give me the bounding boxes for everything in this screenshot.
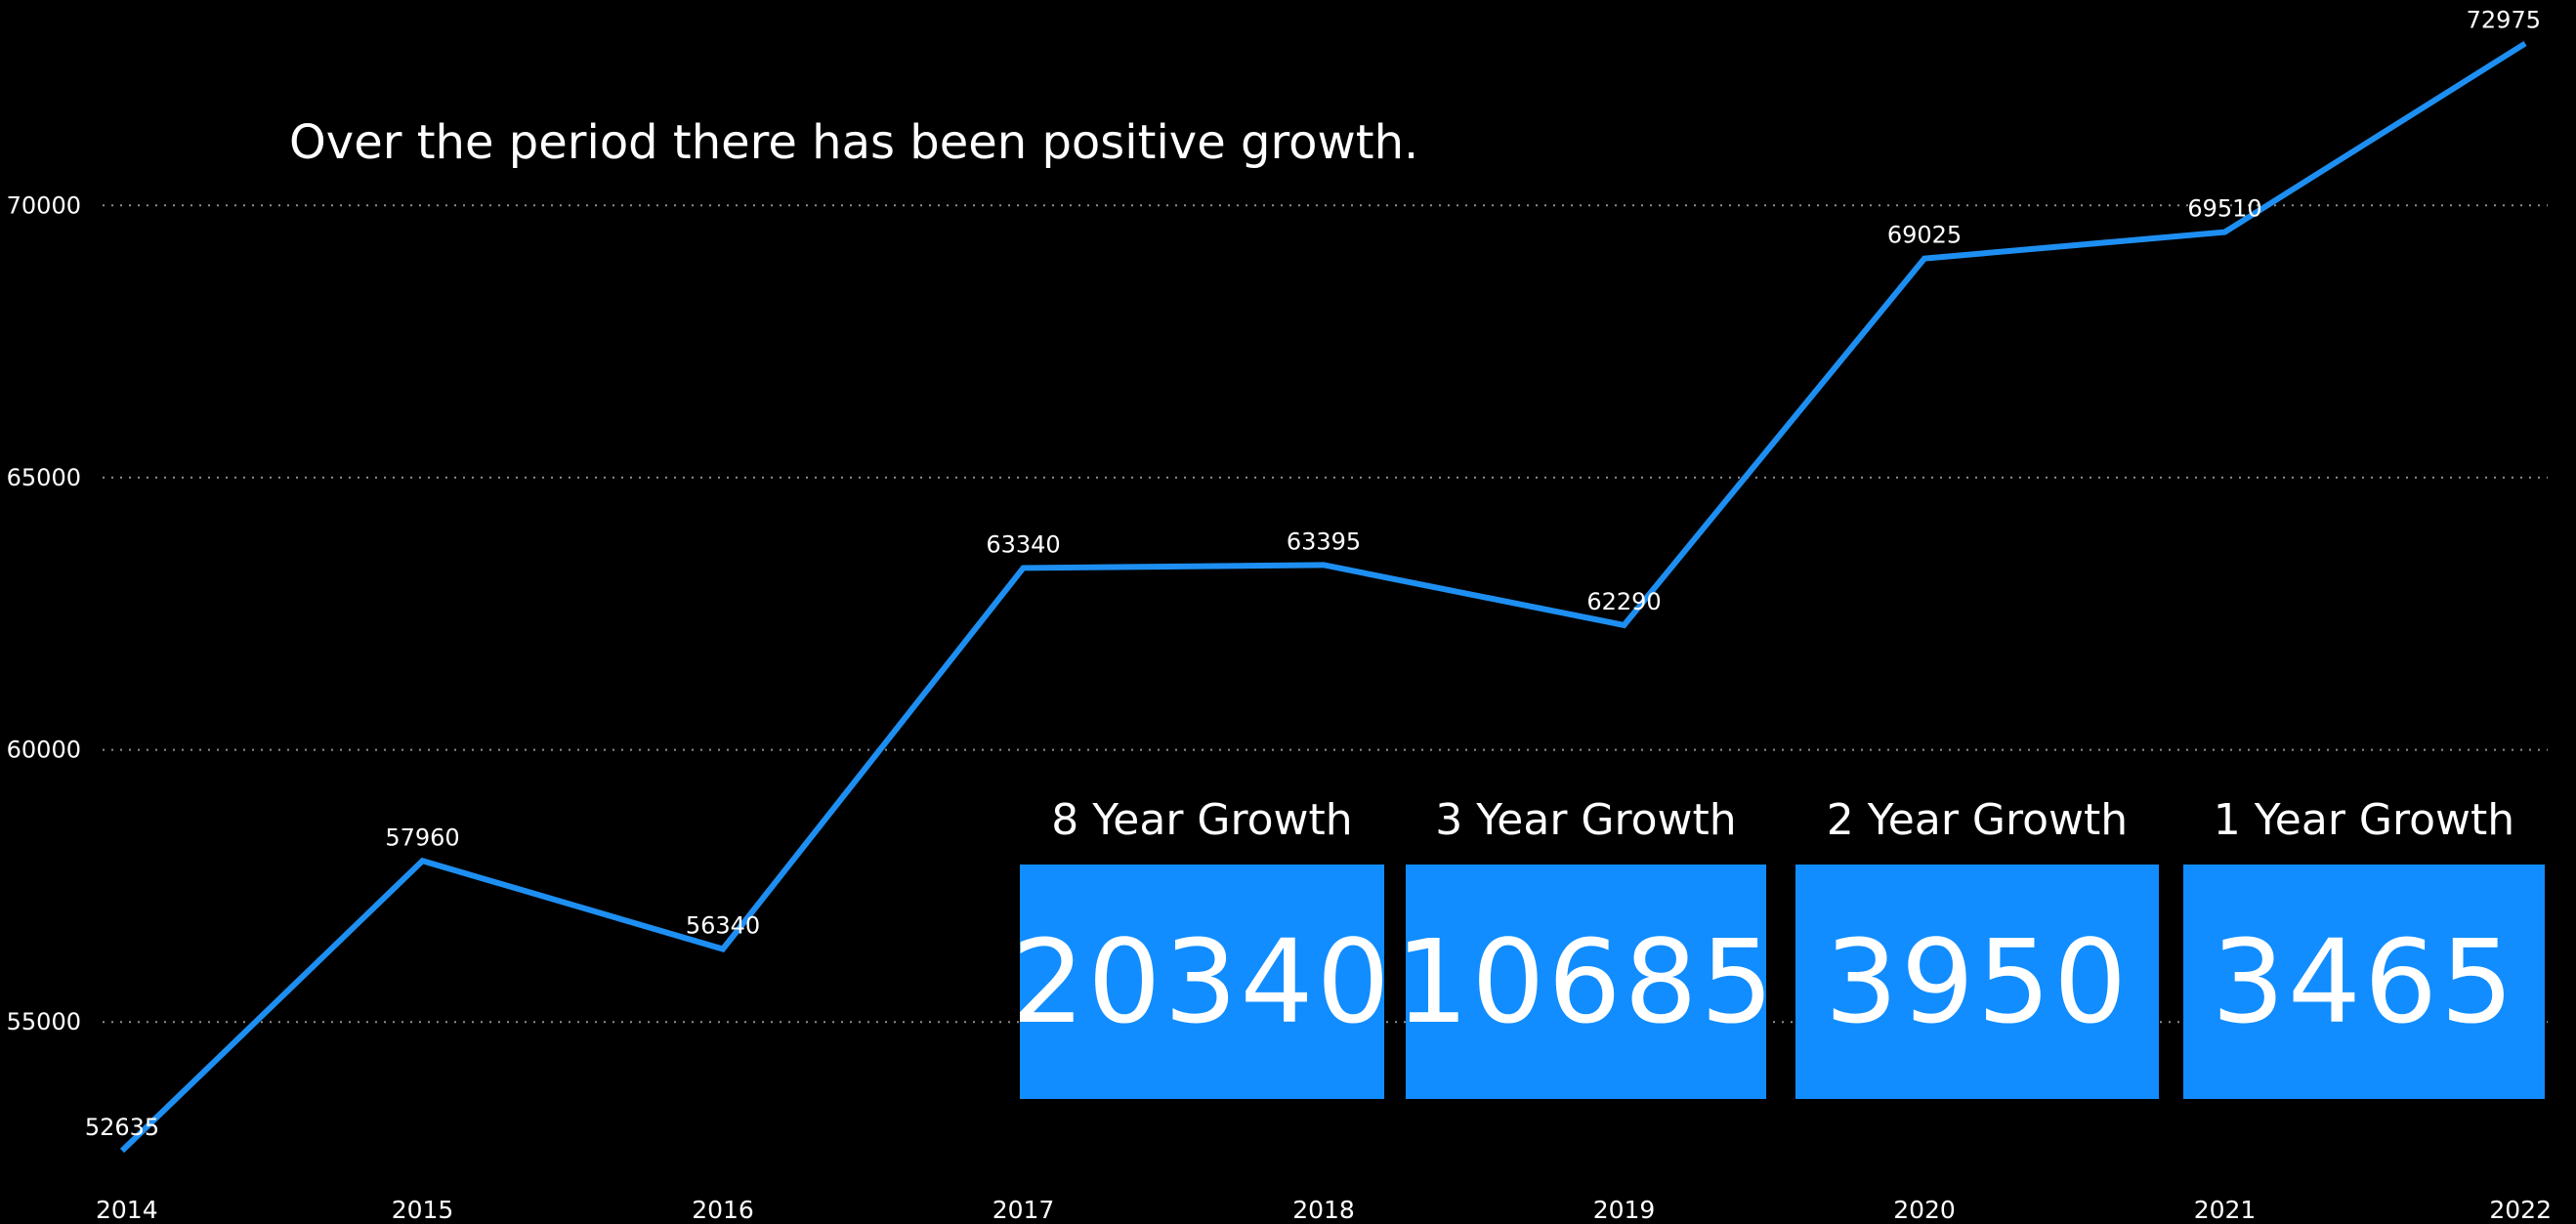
x-tick-label: 2021 bbox=[2194, 1196, 2257, 1224]
x-tick-label: 2015 bbox=[392, 1196, 454, 1224]
series-line-layer bbox=[119, 40, 2527, 1154]
data-label: 62290 bbox=[1586, 588, 1661, 615]
data-label: 63340 bbox=[986, 530, 1060, 558]
x-tick-label: 2019 bbox=[1593, 1196, 1656, 1224]
data-label: 69025 bbox=[1887, 222, 1962, 249]
y-tick-label: 60000 bbox=[7, 737, 81, 764]
card-title: 3 Year Growth bbox=[1435, 795, 1737, 845]
card-box: 10685 bbox=[1395, 865, 1774, 1099]
card-value: 3950 bbox=[1824, 914, 2131, 1049]
data-label: 72975 bbox=[2467, 7, 2541, 34]
x-tick-label: 2020 bbox=[1893, 1196, 1956, 1224]
card-2-year-growth: 2 Year Growth 3950 bbox=[1795, 781, 2159, 1115]
y-tick-label: 55000 bbox=[7, 1008, 81, 1035]
y-tick-label: 65000 bbox=[7, 464, 81, 491]
card-8-year-growth: 8 Year Growth 20340 bbox=[1011, 781, 1390, 1115]
card-value: 3465 bbox=[2211, 914, 2517, 1049]
y-tick-label: 70000 bbox=[7, 191, 81, 219]
data-label: 63395 bbox=[1287, 528, 1361, 555]
card-box: 3465 bbox=[2183, 865, 2545, 1099]
card-3-year-growth: 3 Year Growth 10685 bbox=[1395, 781, 1774, 1115]
card-value: 10685 bbox=[1395, 914, 1777, 1049]
data-labels: 52635 57960 56340 63340 63395 62290 69025 69510… bbox=[85, 7, 2541, 1142]
card-box: 20340 bbox=[1011, 865, 1390, 1099]
card-1-year-growth: 1 Year Growth 3465 bbox=[2183, 781, 2545, 1115]
card-title: 8 Year Growth bbox=[1051, 795, 1353, 845]
card-value: 20340 bbox=[1011, 914, 1393, 1049]
x-tick-label: 2022 bbox=[2489, 1196, 2552, 1224]
card-box: 3950 bbox=[1795, 865, 2159, 1099]
card-title: 2 Year Growth bbox=[1826, 795, 2129, 845]
chart-annotation: Over the period there has been positive … bbox=[289, 115, 1419, 170]
x-tick-label: 2016 bbox=[692, 1196, 754, 1224]
data-label: 52635 bbox=[85, 1114, 159, 1141]
x-tick-label: 2014 bbox=[96, 1196, 158, 1224]
x-axis-ticks: 2014 2015 2016 2017 2018 2019 2020 2021 2022 bbox=[96, 1196, 2552, 1224]
data-label: 69510 bbox=[2187, 195, 2261, 223]
x-tick-label: 2017 bbox=[992, 1196, 1055, 1224]
data-label: 57960 bbox=[385, 823, 459, 851]
x-tick-label: 2018 bbox=[1292, 1196, 1355, 1224]
y-axis-ticks: 55000 60000 65000 70000 bbox=[7, 191, 81, 1035]
series-line bbox=[119, 40, 2527, 1154]
card-title: 1 Year Growth bbox=[2213, 795, 2515, 845]
data-label: 56340 bbox=[686, 912, 760, 940]
